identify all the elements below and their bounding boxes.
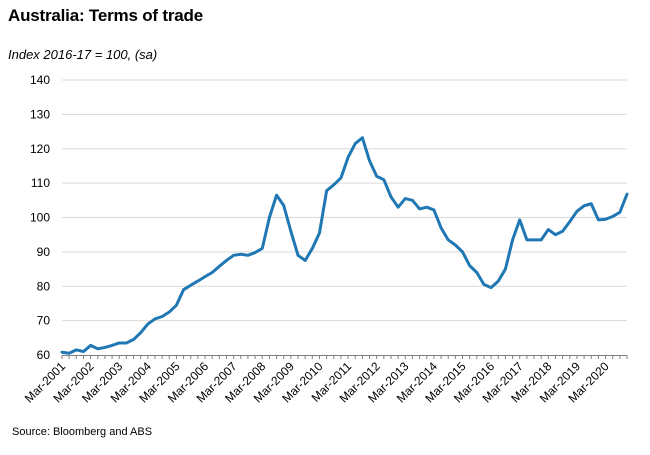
- chart-subtitle: Index 2016-17 = 100, (sa): [8, 47, 158, 62]
- y-tick-label: 90: [37, 245, 51, 259]
- x-axis-ticks: Mar-2001Mar-2002Mar-2003Mar-2004Mar-2005…: [22, 359, 612, 405]
- gridlines: [62, 79, 627, 322]
- chart-source: Source: Bloomberg and ABS: [12, 426, 153, 438]
- y-tick-label: 70: [37, 314, 51, 328]
- y-tick-label: 130: [30, 107, 50, 121]
- y-tick-label: 80: [37, 279, 51, 293]
- y-tick-label: 60: [37, 348, 51, 362]
- y-tick-label: 140: [30, 73, 50, 87]
- y-tick-label: 120: [30, 142, 50, 156]
- y-axis-ticks: 60 70 80 90 100 110 120 130 140: [30, 73, 50, 362]
- series-line: [60, 136, 629, 355]
- x-axis: [61, 355, 628, 359]
- series: [60, 136, 629, 355]
- y-tick-label: 100: [30, 211, 50, 225]
- y-tick-label: 110: [31, 176, 50, 190]
- chart-title: Australia: Terms of trade: [8, 6, 203, 25]
